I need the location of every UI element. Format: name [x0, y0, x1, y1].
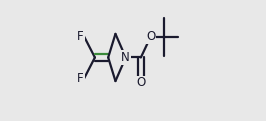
Text: O: O: [136, 76, 146, 89]
Text: F: F: [77, 72, 84, 85]
Text: N: N: [121, 51, 130, 64]
Text: O: O: [146, 30, 155, 43]
Text: F: F: [77, 30, 84, 43]
